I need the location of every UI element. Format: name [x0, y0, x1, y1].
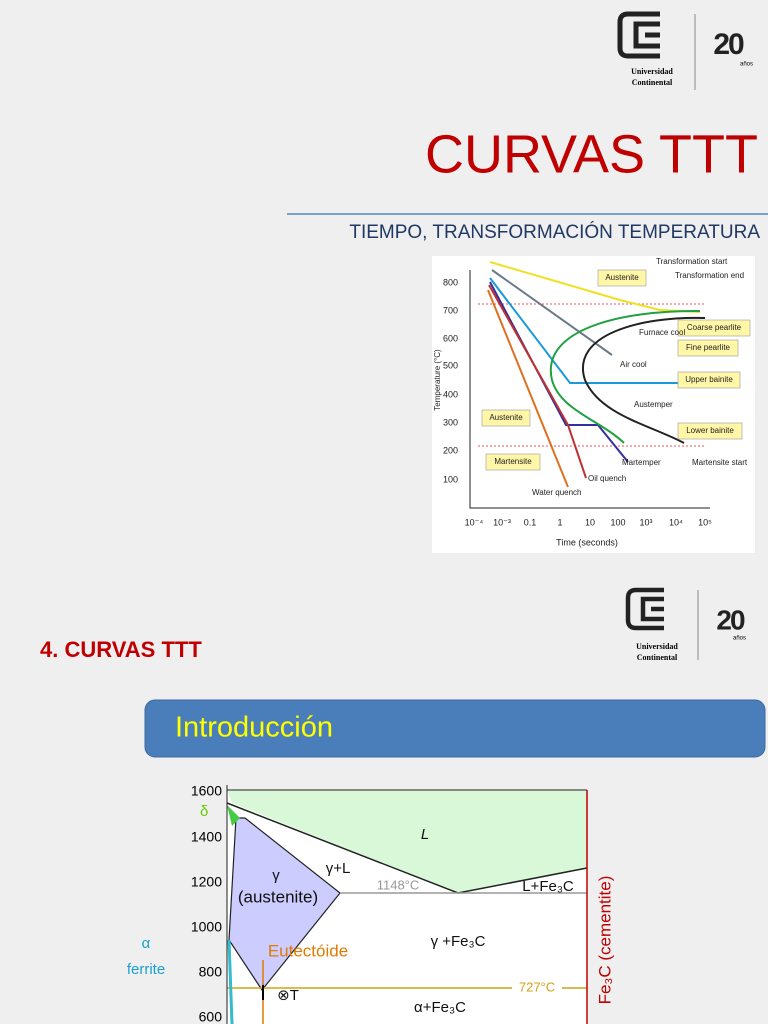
x-tick-label: 1	[557, 517, 562, 527]
y-tick-label: 200	[443, 445, 458, 455]
y-tick-label: 600	[199, 1009, 223, 1024]
label: Oil quench	[588, 474, 626, 483]
y-tick-label: 1600	[191, 783, 222, 799]
label: Transformation end	[675, 271, 744, 280]
label: Air cool	[620, 360, 647, 369]
y-tick-label: 1000	[191, 919, 222, 935]
y-tick-label: 400	[443, 389, 458, 399]
label: Coarse pearlite	[687, 323, 742, 332]
x-tick-label: 10	[585, 517, 595, 527]
label: Lower bainite	[686, 426, 734, 435]
x-tick-label: 10⁵	[698, 517, 712, 527]
label: δ	[200, 803, 208, 820]
x-tick-label: 10⁻⁴	[465, 517, 484, 527]
intro-text: Introducción	[175, 712, 333, 744]
y-tick-label: 800	[199, 964, 223, 980]
subtitle: TIEMPO, TRANSFORMACIÓN TEMPERATURA	[349, 221, 760, 243]
label: Water quench	[532, 488, 582, 497]
label: Furnace cool	[639, 328, 685, 337]
label: ⊗T	[277, 987, 299, 1004]
y-tick-label: 1200	[191, 874, 222, 890]
label: ferrite	[127, 961, 165, 978]
label: Martensite	[494, 457, 532, 466]
label: Martemper	[622, 458, 661, 467]
label: α+Fe₃C	[414, 999, 466, 1016]
logo-text: Universidad	[631, 67, 673, 76]
y-tick-label: 100	[443, 474, 458, 484]
label: Austenite	[489, 413, 523, 422]
y-tick-label: 300	[443, 417, 458, 427]
label: Fe₃C (cementite)	[595, 876, 614, 1005]
x-tick-label: 0.1	[524, 517, 537, 527]
label: 727°C	[519, 979, 555, 994]
y-tick-label: 800	[443, 277, 458, 287]
x-tick-label: 10³	[639, 517, 652, 527]
label: Eutectóide	[268, 941, 348, 960]
label: Fine pearlite	[686, 343, 731, 352]
y-tick-label: 500	[443, 360, 458, 370]
label: Martensite start	[692, 458, 748, 467]
logo-text: Continental	[637, 653, 678, 662]
y-tick-label: 1400	[191, 829, 222, 845]
label: (austenite)	[238, 887, 318, 906]
x-tick-label: 10⁻³	[493, 517, 511, 527]
logo-mark: 20	[716, 604, 745, 635]
logo-mark: 20	[713, 28, 744, 61]
x-tick-label: 100	[610, 517, 625, 527]
logo-anos: años	[740, 62, 753, 68]
logo-text: Continental	[632, 78, 673, 87]
ttt-figure: 800 700 600 500 400 300 200 100 10⁻⁴ 10⁻…	[432, 256, 755, 553]
x-tick-label: 10⁴	[669, 517, 683, 527]
heading: 4. CURVAS TTT	[40, 637, 202, 662]
label: γ+L	[326, 860, 351, 877]
logo-text: Universidad	[636, 642, 678, 651]
label: Austemper	[634, 400, 673, 409]
y-tick-label: 700	[443, 305, 458, 315]
label: Upper bainite	[685, 375, 733, 384]
phase-diagram: 1600 1400 1200 1000 800 600 δ α ferrite …	[127, 783, 614, 1024]
logo: Universidad Continental 20 años	[617, 11, 753, 90]
label: Austenite	[605, 273, 639, 282]
label: L	[421, 826, 429, 843]
intro-box	[144, 699, 766, 758]
label: γ	[272, 867, 280, 884]
y-axis-label: Temperature (°C)	[433, 349, 442, 411]
label: Transformation start	[656, 257, 728, 266]
logo-anos: años	[733, 636, 746, 642]
logo: Universidad Continental 20 años	[625, 587, 747, 662]
slide-title: CURVAS TTT	[425, 124, 758, 184]
label: α	[142, 935, 151, 952]
label: L+Fe₃C	[522, 878, 574, 895]
label: γ +Fe₃C	[431, 933, 486, 950]
x-axis-label: Time (seconds)	[556, 537, 618, 547]
y-tick-label: 600	[443, 333, 458, 343]
label: 1148°C	[377, 877, 420, 892]
